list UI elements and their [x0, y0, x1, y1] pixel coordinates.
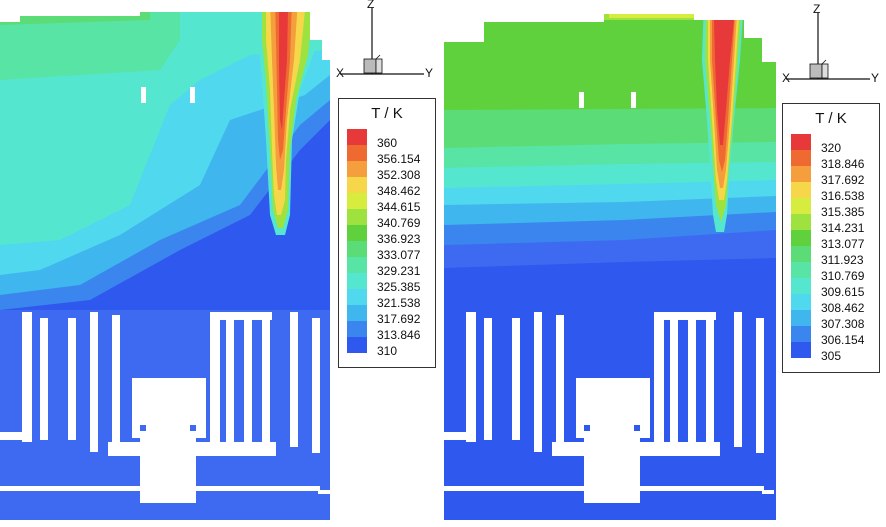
temperature-field-left [0, 12, 330, 520]
legend-swatch [347, 305, 367, 321]
legend-level-label: 317.692 [377, 312, 421, 326]
legend-level-label: 344.615 [377, 200, 421, 214]
legend-level-label: 321.538 [377, 296, 421, 310]
axis-label-x: X [336, 66, 345, 80]
legend-swatch [347, 273, 367, 289]
legend-swatch [347, 225, 367, 241]
axis-label-x: X [782, 71, 791, 85]
legend-swatch [347, 257, 367, 273]
legend-level-label: 309.615 [821, 285, 865, 299]
legend-swatch [791, 150, 811, 166]
legend-swatch [791, 326, 811, 342]
legend-swatch [791, 278, 811, 294]
legend-level-label: 315.385 [821, 205, 865, 219]
legend-level-label: 308.462 [821, 301, 865, 315]
legend-swatch [791, 342, 811, 358]
legend-level-label: 329.231 [377, 264, 421, 278]
right-panel: Z X Y T / K 320 318.846 317.692 316.538 315.… [444, 0, 886, 527]
legend-right: T / K 320 318.846 317.692 316.538 315.385 314… [782, 103, 880, 373]
legend-swatch [791, 246, 811, 262]
legend-swatch [791, 134, 811, 150]
axis-label-y: Y [871, 71, 880, 85]
legend-level-label: 336.923 [377, 232, 421, 246]
legend-level-label: 325.385 [377, 280, 421, 294]
legend-swatch [347, 209, 367, 225]
legend-level-label: 305 [821, 349, 842, 363]
legend-swatch [347, 193, 367, 209]
legend-level-label: 340.769 [377, 216, 421, 230]
legend-left: T / K 360 356.154 352.308 348.462 344.615 340… [338, 98, 436, 368]
legend-level-label: 307.308 [821, 317, 865, 331]
legend-level-label: 313.846 [377, 328, 421, 342]
legend-level-label: 356.154 [377, 152, 421, 166]
legend-level-label: 333.077 [377, 248, 421, 262]
legend-swatch [347, 161, 367, 177]
left-panel: Z X Y T / K 360 356.154 352.308 348.462 344.… [0, 0, 440, 527]
legend-title-left: T / K [371, 105, 403, 122]
legend-swatch [347, 129, 367, 145]
legend-level-label: 310 [377, 344, 398, 358]
legend-swatch [347, 337, 367, 353]
legend-level-label: 311.923 [821, 253, 864, 267]
legend-swatch [347, 177, 367, 193]
legend-level-label: 352.308 [377, 168, 421, 182]
axis-label-z: Z [813, 2, 821, 16]
axis-label-y: Y [425, 66, 434, 80]
legend-swatch [347, 321, 367, 337]
legend-level-label: 313.077 [821, 237, 865, 251]
axis-label-z: Z [367, 0, 375, 11]
legend-swatch [791, 310, 811, 326]
legend-swatch [347, 241, 367, 257]
legend-level-label: 348.462 [377, 184, 421, 198]
legend-swatch [791, 230, 811, 246]
legend-swatch [791, 262, 811, 278]
legend-level-label: 360 [377, 136, 398, 150]
legend-swatch [791, 182, 811, 198]
axis-triad-left: Z X Y [336, 0, 436, 90]
legend-level-label: 316.538 [821, 189, 865, 203]
axis-triad-right: Z X Y [782, 2, 882, 95]
legend-level-label: 317.692 [821, 173, 865, 187]
legend-level-label: 306.154 [821, 333, 865, 347]
legend-swatch [347, 289, 367, 305]
legend-swatch [791, 214, 811, 230]
legend-swatch [791, 198, 811, 214]
legend-level-label: 314.231 [821, 221, 865, 235]
legend-level-label: 320 [821, 141, 842, 155]
legend-level-label: 310.769 [821, 269, 865, 283]
legend-swatch [347, 145, 367, 161]
legend-swatch [791, 294, 811, 310]
legend-swatch [791, 166, 811, 182]
legend-title-right: T / K [815, 110, 847, 127]
temperature-field-right [444, 14, 776, 520]
legend-level-label: 318.846 [821, 157, 865, 171]
